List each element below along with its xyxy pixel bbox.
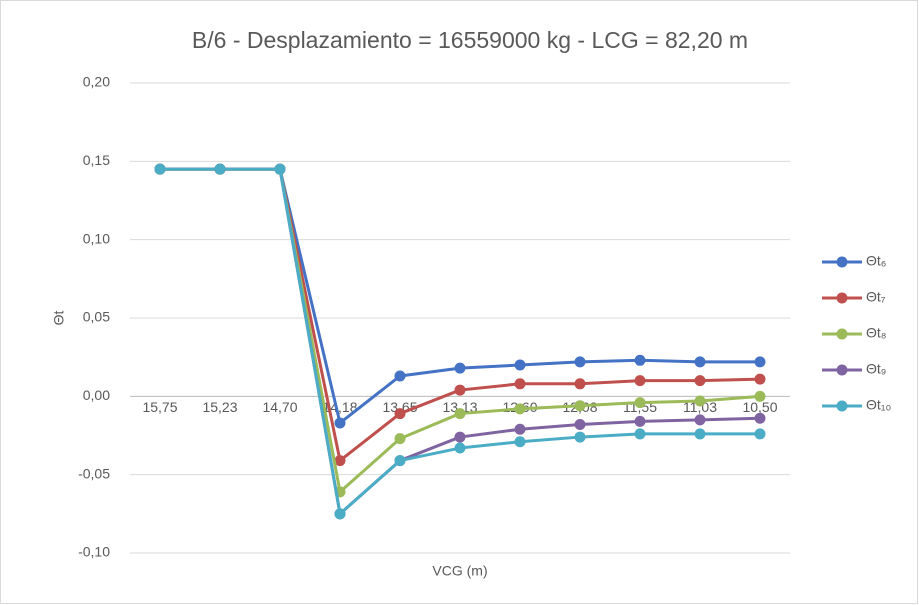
series-marker (754, 412, 766, 424)
series-marker (454, 408, 466, 420)
x-tick-label: 15,75 (142, 399, 177, 415)
y-tick-label: -0,10 (78, 544, 110, 560)
series-marker (274, 163, 286, 175)
series-marker (454, 362, 466, 374)
x-tick-label: 10,50 (742, 399, 777, 415)
legend-marker (836, 364, 848, 376)
series-marker (754, 356, 766, 368)
series-marker (634, 428, 646, 440)
series-marker (154, 163, 166, 175)
chart-title: B/6 - Desplazamiento = 16559000 kg - LCG… (192, 27, 748, 53)
series-marker (394, 370, 406, 382)
series-marker (334, 508, 346, 520)
series-marker (574, 431, 586, 443)
series-marker (454, 384, 466, 396)
series-marker (394, 408, 406, 420)
series-marker (574, 400, 586, 412)
series-marker (214, 163, 226, 175)
x-axis-title: VCG (m) (432, 563, 487, 579)
legend-label: Θt₆ (866, 253, 886, 269)
series-marker (754, 428, 766, 440)
series-marker (514, 359, 526, 371)
legend-label: Θt₇ (866, 289, 886, 305)
series-marker (334, 417, 346, 429)
series-marker (754, 390, 766, 402)
series-marker (334, 455, 346, 467)
series-marker (694, 395, 706, 407)
y-axis-title: Θt (51, 311, 67, 326)
series-marker (574, 356, 586, 368)
y-tick-label: -0,05 (78, 465, 110, 481)
series-marker (634, 375, 646, 387)
x-tick-label: 14,70 (262, 399, 297, 415)
series-marker (514, 403, 526, 415)
series-marker (694, 375, 706, 387)
x-tick-label: 11,03 (683, 399, 717, 415)
series-marker (514, 378, 526, 390)
x-tick-label: 13,13 (442, 399, 477, 415)
legend-marker (836, 400, 848, 412)
series-marker (634, 397, 646, 409)
legend-label: Θt₁₀ (866, 397, 892, 413)
series-marker (514, 423, 526, 435)
series-marker (514, 436, 526, 448)
series-marker (634, 354, 646, 366)
y-tick-label: 0,20 (83, 74, 110, 90)
series-marker (634, 415, 646, 427)
series-marker (574, 378, 586, 390)
legend-label: Θt₉ (866, 361, 886, 377)
series-marker (394, 433, 406, 445)
series-marker (694, 356, 706, 368)
series-marker (754, 373, 766, 385)
legend-marker (836, 328, 848, 340)
y-tick-label: 0,15 (83, 152, 110, 168)
y-tick-label: 0,05 (83, 309, 110, 325)
series-marker (394, 455, 406, 467)
legend-marker (836, 292, 848, 304)
x-tick-label: 15,23 (202, 399, 237, 415)
series-marker (454, 431, 466, 443)
legend-label: Θt₈ (866, 325, 887, 341)
y-tick-label: 0,00 (83, 387, 110, 403)
legend-marker (836, 256, 848, 268)
series-marker (694, 414, 706, 426)
series-marker (694, 428, 706, 440)
series-marker (454, 442, 466, 454)
y-tick-label: 0,10 (83, 230, 110, 246)
series-marker (574, 419, 586, 431)
